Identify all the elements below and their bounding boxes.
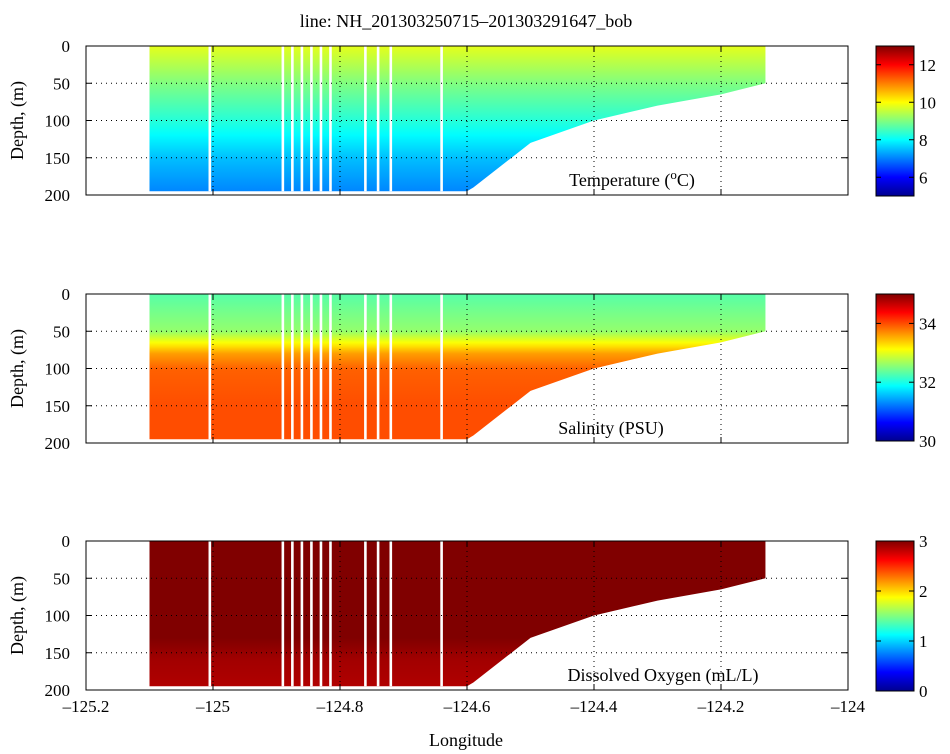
salinity-panel: 0 50 100 150 200 Depth, (m) Salinity (PSU) 30 32…	[7, 285, 937, 453]
temperature-colorbar-tick-label: 12	[919, 56, 936, 75]
oxygen-gap-8	[376, 541, 380, 687]
temperature-gap-7	[364, 46, 367, 192]
salinity-gap-5	[319, 294, 323, 440]
temperature-gap-5	[319, 46, 323, 192]
oxygen-gap-10	[440, 541, 443, 687]
temperature-y-axis-label: Depth, (m)	[7, 81, 28, 160]
temperature-panel-label: Temperature (oC)	[569, 167, 695, 191]
salinity-gap-3	[300, 294, 304, 440]
temperature-y-tick-label: 50	[53, 74, 70, 93]
oxygen-gap-2	[291, 541, 294, 687]
x-tick-label: –124.2	[697, 697, 745, 716]
temperature-gap-10	[440, 46, 443, 192]
oxygen-gap-6	[329, 541, 332, 687]
temperature-panel: 0 50 100 150 200 Depth, (m) Temperature (oC) 6 8…	[7, 37, 936, 205]
oxygen-y-axis-label: Depth, (m)	[7, 576, 28, 655]
oxygen-gap-3	[300, 541, 304, 687]
salinity-colorbar	[875, 293, 915, 442]
x-tick-label: –125	[195, 697, 230, 716]
salinity-gap-8	[376, 294, 380, 440]
figure-title: line: NH_201303250715–201303291647_bob	[300, 11, 633, 31]
oxygen-gap-1	[281, 541, 285, 687]
oxygen-gap-0	[208, 541, 212, 687]
x-tick-label: –124.8	[316, 697, 364, 716]
salinity-y-tick-label: 150	[45, 397, 71, 416]
salinity-gap-2	[291, 294, 294, 440]
salinity-colorbar-tick-label: 30	[919, 432, 936, 451]
temperature-gap-0	[208, 46, 212, 192]
oxygen-colorbar	[875, 540, 915, 692]
temperature-y-tick-label: 0	[62, 37, 71, 56]
oxygen-y-tick-label: 200	[45, 681, 71, 700]
temperature-gap-9	[389, 46, 393, 192]
oxygen-gap-9	[389, 541, 393, 687]
temperature-colorbar-tick-label: 8	[919, 131, 928, 150]
oxygen-panel: –125.2 –125 –124.8 –124.6 –124.4 –124.2 –124 0 5…	[7, 532, 928, 716]
salinity-panel-label: Salinity (PSU)	[558, 418, 664, 439]
x-axis-label: Longitude	[429, 730, 503, 750]
salinity-gap-7	[364, 294, 367, 440]
oxygen-colorbar-tick-label: 2	[919, 582, 928, 601]
oxygen-colorbar-tick-label: 3	[919, 532, 928, 551]
temperature-y-tick-label: 200	[45, 186, 71, 205]
temperature-colorbar	[875, 45, 915, 197]
salinity-y-tick-label: 50	[53, 322, 70, 341]
temperature-gap-8	[376, 46, 380, 192]
temperature-colorbar-tick-label: 10	[919, 93, 936, 112]
oxygen-gap-7	[364, 541, 367, 687]
salinity-gap-0	[208, 294, 212, 440]
salinity-gap-6	[329, 294, 332, 440]
oxygen-panel-label: Dissolved Oxygen (mL/L)	[568, 665, 759, 686]
salinity-gap-1	[281, 294, 285, 440]
temperature-y-tick-label: 150	[45, 149, 71, 168]
salinity-colorbar-tick-label: 32	[919, 373, 936, 392]
oxygen-y-tick-label: 0	[62, 532, 71, 551]
temperature-gap-2	[291, 46, 294, 192]
x-tick-label: –124	[830, 697, 866, 716]
oxygen-y-tick-label: 100	[45, 607, 71, 626]
salinity-y-tick-label: 100	[45, 360, 71, 379]
oxygen-gap-4	[310, 541, 313, 687]
salinity-gap-9	[389, 294, 393, 440]
oxygen-y-tick-label: 50	[53, 569, 70, 588]
salinity-y-axis-label: Depth, (m)	[7, 329, 28, 408]
oxygen-y-tick-label: 150	[45, 644, 71, 663]
x-tick-label: –124.6	[443, 697, 491, 716]
x-tick-label: –125.2	[62, 697, 110, 716]
temperature-y-tick-label: 100	[45, 112, 71, 131]
temperature-gap-1	[281, 46, 285, 192]
salinity-y-tick-label: 200	[45, 434, 71, 453]
temperature-gap-3	[300, 46, 304, 192]
oxygen-colorbar-tick-label: 0	[919, 682, 928, 701]
temperature-gap-4	[310, 46, 313, 192]
oxygen-gap-5	[319, 541, 323, 687]
salinity-gap-4	[310, 294, 313, 440]
x-tick-label: –124.4	[570, 697, 618, 716]
salinity-y-tick-label: 0	[62, 285, 71, 304]
oxygen-colorbar-tick-label: 1	[919, 632, 928, 651]
salinity-colorbar-tick-label: 34	[919, 314, 937, 333]
temperature-gap-6	[329, 46, 332, 192]
temperature-colorbar-tick-label: 6	[919, 168, 928, 187]
salinity-gap-10	[440, 294, 443, 440]
